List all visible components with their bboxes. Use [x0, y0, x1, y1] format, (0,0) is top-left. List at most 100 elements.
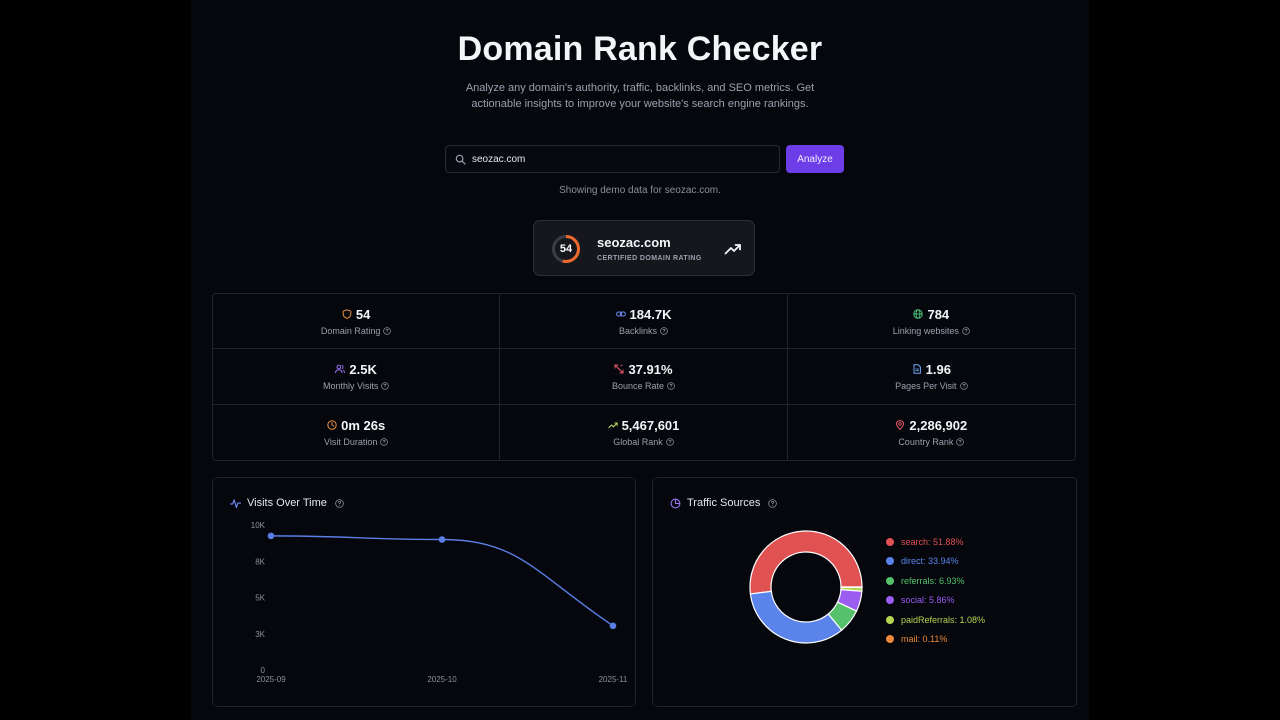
visits-data-point[interactable]	[267, 532, 275, 540]
shield-icon	[342, 309, 352, 320]
y-tick-label: 0	[261, 666, 266, 675]
x-tick-label: 2025-11	[599, 675, 628, 684]
help-icon[interactable]	[768, 498, 778, 508]
stat-value: 184.7K	[629, 306, 672, 322]
help-icon[interactable]	[962, 326, 970, 335]
pie-chart-icon	[670, 498, 681, 508]
legend-item-mail[interactable]: mail: 0.11%	[886, 630, 985, 650]
rating-score: 54	[559, 243, 573, 255]
legend-item-social[interactable]: social: 5.86%	[886, 591, 985, 611]
stat-label: Global Rank	[613, 436, 663, 447]
rating-domain: seozac.com	[597, 235, 671, 250]
stat-label: Monthly Visits	[322, 380, 379, 391]
stat-label-row: Global Rank	[613, 437, 674, 447]
traffic-sources-panel: Traffic Sources search: 51.88% direct: 33…	[652, 477, 1077, 707]
stat-value-row: 5,467,601	[607, 418, 679, 433]
traffic-legend: search: 51.88% direct: 33.94% referrals: 6…	[886, 532, 985, 649]
legend-label: referrals: 6.93%	[901, 575, 965, 586]
search-box[interactable]	[445, 145, 780, 173]
stat-card: 0m 26s Visit Duration	[213, 404, 501, 460]
analyze-button[interactable]: Analyze	[786, 145, 844, 173]
stat-label-row: Bounce Rate	[612, 381, 675, 391]
stat-value-row: 2.5K	[335, 361, 377, 377]
help-icon[interactable]	[335, 498, 344, 508]
stat-label: Domain Rating	[320, 325, 381, 336]
stat-card: 37.91% Bounce Rate	[500, 349, 788, 405]
legend-dot	[886, 596, 894, 605]
stat-label: Pages Per Visit	[895, 380, 957, 391]
help-icon[interactable]	[381, 382, 390, 390]
visits-line-chart: 0 3K 5K 8K 10K 2025-09 2025-10 2025-11	[251, 521, 628, 684]
help-icon[interactable]	[956, 438, 965, 446]
legend-label: social: 5.86%	[901, 595, 955, 606]
help-icon[interactable]	[959, 382, 968, 390]
stat-label: Bounce Rate	[611, 380, 665, 391]
legend-item-referrals[interactable]: referrals: 6.93%	[886, 571, 985, 591]
donut-slice-direct[interactable]	[749, 590, 843, 644]
stat-label-row: Domain Rating	[321, 326, 392, 336]
map-pin-icon	[896, 420, 905, 431]
donut-slice-search[interactable]	[749, 530, 863, 595]
stat-card: 784 Linking websites	[787, 294, 1075, 350]
stat-label-row: Monthly Visits	[322, 380, 390, 391]
legend-dot	[886, 635, 894, 644]
document-icon	[913, 364, 921, 375]
help-icon[interactable]	[383, 326, 392, 335]
x-tick-label: 2025-10	[427, 675, 457, 684]
stat-card: 2,286,902 Country Rank	[788, 405, 1075, 460]
stat-card: 1.96 Pages Per Visit	[787, 349, 1075, 405]
link-icon	[615, 311, 626, 317]
stat-label: Visit Duration	[323, 436, 378, 447]
help-icon[interactable]	[660, 326, 668, 335]
bounce-icon	[614, 364, 624, 374]
stat-value-row: 0m 26s	[327, 418, 385, 433]
stat-value: 37.91%	[628, 361, 673, 377]
legend-dot	[886, 576, 894, 585]
domain-rating-card: 54 seozac.com CERTIFIED DOMAIN RATING	[533, 220, 755, 276]
stat-label-row: Backlinks	[619, 326, 668, 336]
help-icon[interactable]	[665, 438, 674, 446]
visits-data-point[interactable]	[438, 536, 446, 543]
legend-label: mail: 0.11%	[901, 634, 948, 645]
stat-label-row: Visit Duration	[323, 436, 389, 447]
stat-value: 0m 26s	[341, 417, 386, 433]
users-icon	[335, 365, 346, 374]
stat-value: 784	[927, 306, 950, 322]
legend-item-paidreferrals[interactable]: paidReferrals: 1.08%	[886, 610, 985, 630]
legend-item-search[interactable]: search: 51.88%	[886, 532, 985, 552]
stat-value: 2.5K	[349, 361, 377, 377]
legend-item-direct[interactable]: direct: 33.94%	[886, 552, 985, 572]
legend-dot	[886, 557, 894, 566]
activity-icon	[230, 498, 241, 508]
search-row: Analyze	[445, 145, 845, 173]
visits-data-point[interactable]	[609, 622, 617, 630]
stat-label-row: Linking websites	[893, 326, 970, 336]
stat-value: 1.96	[925, 361, 951, 377]
domain-search-input[interactable]	[472, 153, 762, 165]
stat-value: 2,286,902	[909, 417, 968, 433]
stat-value-row: 37.91%	[614, 361, 673, 377]
page-subtitle: Analyze any domain's authority, traffic,…	[465, 82, 815, 110]
stat-card: 5,467,601 Global Rank	[500, 404, 788, 460]
stat-label: Linking websites	[892, 325, 959, 336]
page: Domain Rank Checker Analyze any domain's…	[191, 0, 1089, 720]
stat-value: 54	[355, 306, 371, 322]
legend-dot	[886, 615, 894, 624]
traffic-panel-title: Traffic Sources	[687, 497, 761, 509]
legend-label: direct: 33.94%	[901, 556, 959, 567]
stat-label: Backlinks	[618, 325, 657, 336]
stat-label-row: Country Rank	[898, 437, 965, 447]
y-tick-label: 3K	[255, 630, 265, 639]
visits-over-time-panel: Visits Over Time 0 3K 5K 8K 10K 2025-09 2025-1…	[212, 477, 636, 707]
traffic-panel-header: Traffic Sources	[670, 497, 778, 509]
stat-card: 54 Domain Rating	[213, 294, 501, 350]
y-tick-label: 8K	[255, 557, 265, 566]
help-icon[interactable]	[380, 438, 389, 446]
stat-value-row: 784	[913, 307, 949, 322]
legend-dot	[886, 537, 894, 546]
page-title: Domain Rank Checker	[457, 30, 823, 68]
help-icon[interactable]	[667, 382, 675, 390]
stat-label-row: Pages Per Visit	[895, 380, 968, 391]
stat-value-row: 2,286,902	[895, 418, 967, 433]
globe-icon	[913, 309, 924, 319]
